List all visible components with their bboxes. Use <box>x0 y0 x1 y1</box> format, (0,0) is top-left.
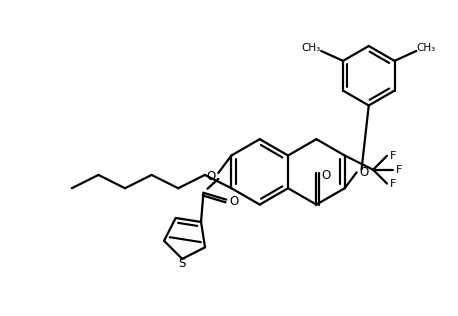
Text: O: O <box>229 195 239 208</box>
Text: CH₃: CH₃ <box>302 43 321 53</box>
Text: O: O <box>322 169 331 182</box>
Text: O: O <box>207 170 216 183</box>
Text: S: S <box>179 258 186 270</box>
Text: O: O <box>359 166 368 179</box>
Text: F: F <box>396 165 402 175</box>
Text: F: F <box>390 179 396 189</box>
Text: CH₃: CH₃ <box>417 43 436 53</box>
Text: F: F <box>390 151 396 161</box>
